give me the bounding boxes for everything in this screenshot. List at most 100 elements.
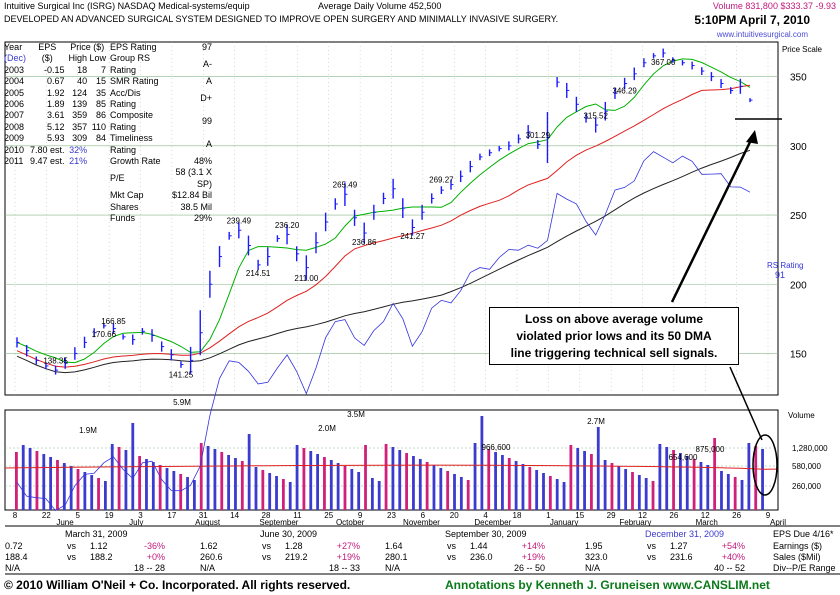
date-tick-label: 23 [387, 511, 396, 520]
volume-bar [617, 466, 621, 510]
eps-due: EPS Due 4/16* [773, 529, 834, 539]
rating-value: A [205, 138, 212, 149]
quarter-eps-vs: vs [447, 541, 456, 551]
volume-bar [261, 470, 265, 510]
quarter-eps-prior: 1.27 [670, 541, 688, 551]
eps-high: 18 [77, 64, 88, 75]
date-tick-label: 26 [669, 511, 678, 520]
price-point-label: 214.51 [246, 269, 271, 278]
eps-year: 2010 [4, 144, 25, 155]
date-tick-label: 8 [13, 511, 18, 520]
date-tick-label: 1 [546, 511, 551, 520]
volume-bar [364, 445, 367, 510]
volume-bar [138, 456, 142, 510]
volume-bar [213, 449, 217, 510]
date-tick-label: 25 [324, 511, 333, 520]
quarter-eps-change: +27% [336, 541, 360, 551]
quarter-eps-change: +54% [721, 541, 745, 551]
quarter-label: March 31, 2009 [65, 529, 128, 539]
volume-bar [699, 462, 703, 510]
eps-value: 1.89 [47, 99, 65, 110]
volume-bar [145, 459, 148, 510]
volume-bar [220, 452, 224, 510]
volume-bar [199, 443, 203, 510]
eps-low: 15 [96, 76, 107, 87]
volume-bar [761, 449, 764, 510]
eps-year: 2004 [4, 76, 25, 87]
arrow-head-icon [746, 130, 758, 144]
eps-col-eps: EPS [38, 42, 57, 52]
price-point-label: 301.29 [526, 131, 551, 140]
quarter-sales-change: +19% [521, 552, 545, 562]
volume-bar [459, 477, 463, 510]
volume-tick-label: 260,000 [792, 482, 821, 491]
price-tick-label: 350 [790, 73, 807, 84]
eps-high: 357 [72, 121, 88, 132]
volume-bar [569, 445, 573, 510]
month-label: October [336, 518, 365, 527]
date-tick-label: 15 [575, 511, 584, 520]
sales-label: Sales ($Mil) [773, 552, 821, 562]
volume-bar [692, 459, 696, 510]
price-point-label: 166.85 [101, 317, 126, 326]
annotation-box: Loss on above average volume violated pr… [489, 307, 739, 365]
quarter-sales-vs: vs [262, 552, 271, 562]
volume-bar [466, 480, 470, 510]
quarter-sales-current: 280.1 [385, 552, 408, 562]
volume-bar [28, 448, 32, 510]
volume-bar [425, 462, 429, 510]
volume-bar [720, 471, 723, 510]
ratings-table: EPS Rating 97 Group RS Rating A- SMR Rating A… [108, 42, 214, 225]
volume-bar [124, 450, 128, 510]
volume-bar [713, 438, 717, 510]
quarter-eps-vs: vs [647, 541, 656, 551]
eps-value: -0.15 [44, 64, 65, 75]
eps-high: 139 [72, 99, 88, 110]
date-tick-label: 26 [732, 511, 741, 520]
price-tick-label: 200 [790, 280, 807, 291]
eps-value: 9.47 est. [30, 156, 65, 167]
volume-bar [158, 465, 162, 510]
eps-low: 85 [96, 99, 107, 110]
annotation-credit[interactable]: Annotations by Kenneth J. Gruneisen www.… [445, 578, 770, 592]
month-label: August [195, 518, 221, 527]
quarter-eps-prior: 1.12 [90, 541, 108, 551]
copyright: © 2010 William O'Neil + Co. Incorporated… [4, 578, 351, 592]
company-url[interactable]: www.intuitivesurgical.com [716, 30, 808, 39]
rating-value: 48% [193, 156, 212, 167]
eps-row: 2008 5.12 357 110 [2, 122, 108, 133]
volume-peak-label: 5.9M [173, 398, 191, 407]
eps-row: 2010 7.80 est. 32% [2, 145, 108, 156]
volume-bar [35, 451, 39, 510]
volume-bar [398, 450, 402, 510]
ma200-line [16, 84, 751, 368]
volume-bar [528, 467, 532, 510]
volume-bar [521, 464, 525, 510]
eps-high: 32% [69, 144, 88, 155]
volume-bar [590, 454, 593, 510]
volume-bar [596, 427, 600, 510]
volume-bar [42, 454, 46, 510]
volume-peak-label: 654,600 [669, 453, 698, 462]
rating-value: A [205, 76, 212, 87]
rs-rating-value: 91 [775, 270, 785, 280]
date-tick-label: 22 [42, 511, 51, 520]
rating-label: SMR Rating [110, 76, 159, 87]
chart-datetime: 5:10PM April 7, 2010 [694, 13, 810, 27]
eps-low: 86 [96, 110, 107, 121]
quarter-sales-vs: vs [67, 552, 76, 562]
rating-row: Group RS Rating A- [108, 53, 214, 76]
volume-bar [658, 444, 662, 510]
ticker: (ISRG) [87, 1, 116, 11]
eps-high: 21% [69, 156, 88, 167]
eps-high: 309 [72, 133, 88, 144]
date-tick-label: 31 [199, 511, 208, 520]
eps-header-row2: (Dec) ($) High Low [2, 53, 108, 64]
date-tick-label: 14 [230, 511, 239, 520]
volume-bar [685, 456, 689, 510]
month-label: November [403, 518, 440, 527]
annotation-line-2: violated prior lows and its 50 DMA [516, 329, 712, 343]
eps-low [89, 156, 108, 167]
volume-bar [316, 454, 319, 510]
rating-value: D+ [200, 93, 212, 104]
